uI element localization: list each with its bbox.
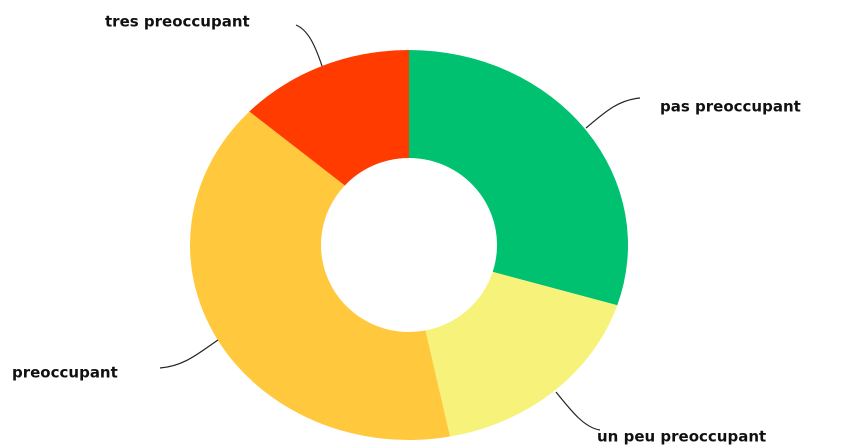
slice-label: un peu preoccupant bbox=[597, 428, 766, 446]
slice bbox=[249, 50, 409, 186]
slice-label: tres preoccupant bbox=[105, 13, 250, 31]
donut bbox=[189, 50, 628, 441]
slice-label: preoccupant bbox=[12, 364, 118, 382]
slice bbox=[189, 111, 451, 441]
leader-line bbox=[585, 97, 641, 129]
leader-line bbox=[295, 24, 323, 67]
slice bbox=[425, 271, 618, 437]
leader-line bbox=[159, 339, 219, 369]
leader-line bbox=[555, 391, 601, 431]
slice-label: pas preoccupant bbox=[660, 98, 801, 116]
slice bbox=[409, 50, 628, 306]
